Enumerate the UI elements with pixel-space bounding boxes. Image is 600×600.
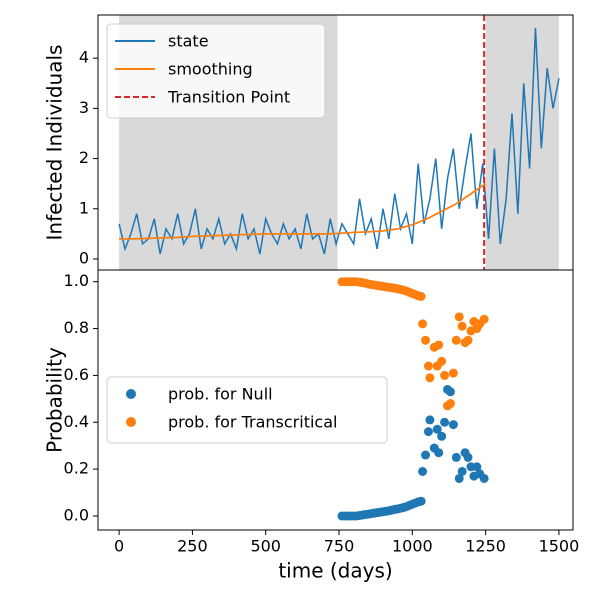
point <box>434 448 444 458</box>
x-tick-label: 0 <box>114 537 124 556</box>
y-tick-label: 0.8 <box>64 318 89 337</box>
point <box>423 361 433 371</box>
point <box>445 399 455 409</box>
point <box>416 291 426 301</box>
point <box>418 319 428 329</box>
y-tick-label: 2 <box>79 148 89 167</box>
point <box>434 340 444 350</box>
legend: prob. for Null prob. for Transcritical <box>106 376 388 444</box>
axes: 0.0 0.2 0.4 0.6 0.8 1.0 0 250 500 750 1000 1250 1500… <box>43 269 580 583</box>
plot-area <box>337 277 489 521</box>
point <box>418 466 428 476</box>
point <box>425 415 435 425</box>
point <box>432 424 442 434</box>
y-tick-label: 1.0 <box>64 271 89 290</box>
x-tick-label: 250 <box>177 537 208 556</box>
y-axis-label: Probability <box>43 347 67 453</box>
x-tick-label: 1500 <box>539 537 580 556</box>
point <box>457 466 467 476</box>
point <box>440 417 450 427</box>
point <box>479 314 489 324</box>
y-axis-label: Infected Individuals <box>43 45 67 241</box>
y-tick-label: 3 <box>79 98 89 117</box>
y-tick-label: 0.6 <box>64 365 89 384</box>
point <box>421 450 431 460</box>
y-tick-label: 0.0 <box>64 505 89 524</box>
point <box>448 368 458 378</box>
point <box>445 387 455 397</box>
legend-label: Transition Point <box>167 88 290 107</box>
legend: state smoothing Transition Point <box>106 23 326 119</box>
point <box>457 321 467 331</box>
axes-frame <box>97 269 574 531</box>
x-tick-label: 1250 <box>465 537 506 556</box>
point <box>454 312 464 322</box>
plot-area <box>118 15 560 270</box>
x-tick-label: 1000 <box>392 537 433 556</box>
point <box>448 420 458 430</box>
point <box>437 356 447 366</box>
legend-label: prob. for Null <box>168 385 273 404</box>
point <box>440 370 450 380</box>
point <box>425 373 435 383</box>
point <box>463 335 473 345</box>
legend-marker <box>126 389 136 399</box>
point <box>451 452 461 462</box>
point <box>472 462 482 472</box>
x-tick-label: 750 <box>324 537 355 556</box>
shaded-region <box>485 15 559 270</box>
point <box>451 335 461 345</box>
axes: 0 1 2 3 4 Infected Individuals state smoothing T… <box>43 14 574 271</box>
x-tick-label: 500 <box>250 537 281 556</box>
point <box>416 496 426 506</box>
point <box>454 473 464 483</box>
y-tick-label: 0 <box>79 248 89 267</box>
point <box>437 431 447 441</box>
point <box>479 473 489 483</box>
x-axis-label: time (days) <box>278 559 392 583</box>
point <box>463 452 473 462</box>
legend-label: prob. for Transcritical <box>168 413 337 432</box>
line <box>119 182 487 240</box>
legend-label: state <box>168 32 209 51</box>
y-tick-label: 0.2 <box>64 459 89 478</box>
legend-frame <box>106 376 388 444</box>
legend-frame <box>106 23 326 119</box>
point <box>423 427 433 437</box>
legend-marker <box>126 417 136 427</box>
y-tick-label: 4 <box>79 48 89 67</box>
legend-label: smoothing <box>168 60 253 79</box>
point <box>421 335 431 345</box>
y-tick-label: 1 <box>79 198 89 217</box>
y-tick-label: 0.4 <box>64 412 89 431</box>
